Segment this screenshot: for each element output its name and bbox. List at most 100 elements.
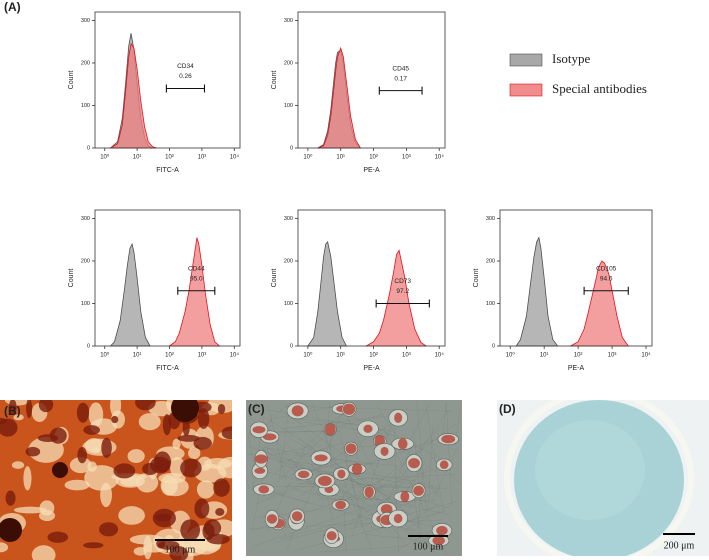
y-axis-label: Count <box>271 269 278 288</box>
texture <box>271 434 325 503</box>
y-tick-label: 300 <box>81 18 90 24</box>
histogram <box>515 236 559 347</box>
texture <box>318 498 435 501</box>
texture <box>252 426 266 434</box>
texture <box>111 415 119 424</box>
x-tick-label: 10¹ <box>336 155 345 161</box>
x-tick-label: 10³ <box>608 353 617 359</box>
panel-label: (D) <box>499 402 516 416</box>
texture <box>133 546 148 556</box>
texture <box>380 446 389 456</box>
texture <box>101 437 112 458</box>
y-tick-label: 0 <box>290 343 293 349</box>
gate-name: CD34 <box>177 63 194 70</box>
texture <box>194 498 210 519</box>
texture <box>196 480 215 499</box>
histogram <box>108 42 157 149</box>
texture <box>290 487 434 528</box>
plot-frame <box>297 209 446 347</box>
texture <box>334 495 392 533</box>
texture <box>285 405 453 412</box>
texture <box>340 403 383 489</box>
texture <box>25 446 41 457</box>
y-tick-label: 0 <box>492 343 495 349</box>
y-tick-label: 300 <box>81 216 90 222</box>
texture <box>83 425 100 435</box>
texture <box>0 418 18 437</box>
texture <box>23 466 32 491</box>
legend-label: Isotype <box>552 51 591 66</box>
texture <box>247 433 255 470</box>
texture <box>351 463 363 475</box>
texture <box>317 475 332 486</box>
texture <box>13 506 47 514</box>
texture <box>154 513 172 522</box>
texture <box>291 418 370 426</box>
texture <box>171 400 199 422</box>
x-tick-label: 10⁰ <box>303 352 313 359</box>
y-tick-label: 0 <box>87 145 90 151</box>
y-tick-label: 0 <box>290 145 293 151</box>
y-tick-label: 300 <box>486 216 495 222</box>
micrograph-c <box>246 400 462 556</box>
texture <box>180 519 201 541</box>
texture <box>5 490 16 506</box>
texture <box>49 427 67 444</box>
texture <box>39 500 55 516</box>
texture <box>390 460 427 516</box>
texture <box>84 465 120 491</box>
texture <box>8 400 17 416</box>
gate-value: 95.0 <box>190 275 203 282</box>
gate <box>583 286 629 295</box>
y-tick-label: 200 <box>81 258 90 264</box>
texture <box>142 462 158 476</box>
texture <box>335 500 347 510</box>
histogram <box>364 249 428 347</box>
gate-value: 94.6 <box>600 275 613 282</box>
texture <box>188 447 201 460</box>
texture <box>266 514 278 524</box>
plot-frame <box>297 11 446 149</box>
texture <box>432 447 458 502</box>
texture <box>375 405 440 498</box>
texture <box>297 511 446 551</box>
x-tick-label: 10⁰ <box>100 154 110 161</box>
texture <box>342 486 347 554</box>
texture <box>254 454 268 464</box>
texture <box>213 478 230 497</box>
texture <box>0 542 9 553</box>
x-axis-label: FITC-A <box>156 167 179 174</box>
texture <box>392 409 450 491</box>
texture <box>221 426 232 440</box>
x-tick-label: 10⁰ <box>303 154 313 161</box>
texture <box>254 467 266 474</box>
plot-frame <box>94 209 241 347</box>
texture <box>279 405 290 480</box>
texture <box>342 403 356 415</box>
texture <box>439 460 449 470</box>
texture <box>339 432 364 528</box>
plot-frame <box>94 11 241 149</box>
texture <box>394 412 403 424</box>
plot-frame <box>499 209 653 347</box>
texture <box>0 518 22 542</box>
panel-label: (C) <box>248 402 265 416</box>
x-tick-label: 10² <box>574 353 583 359</box>
x-tick-label: 10¹ <box>133 155 142 161</box>
texture <box>446 401 452 505</box>
x-tick-label: 10⁴ <box>435 154 445 161</box>
texture <box>113 463 136 479</box>
texture <box>337 469 346 479</box>
texture <box>324 423 336 436</box>
panel-label: (B) <box>4 404 21 418</box>
texture <box>153 451 172 473</box>
y-tick-label: 300 <box>284 216 293 222</box>
texture <box>215 508 225 516</box>
x-axis-label: PE-A <box>363 365 380 372</box>
x-tick-label: 10² <box>165 155 174 161</box>
texture <box>26 400 33 419</box>
texture <box>262 433 277 441</box>
texture <box>270 413 408 497</box>
texture <box>99 522 119 537</box>
texture <box>345 443 357 454</box>
